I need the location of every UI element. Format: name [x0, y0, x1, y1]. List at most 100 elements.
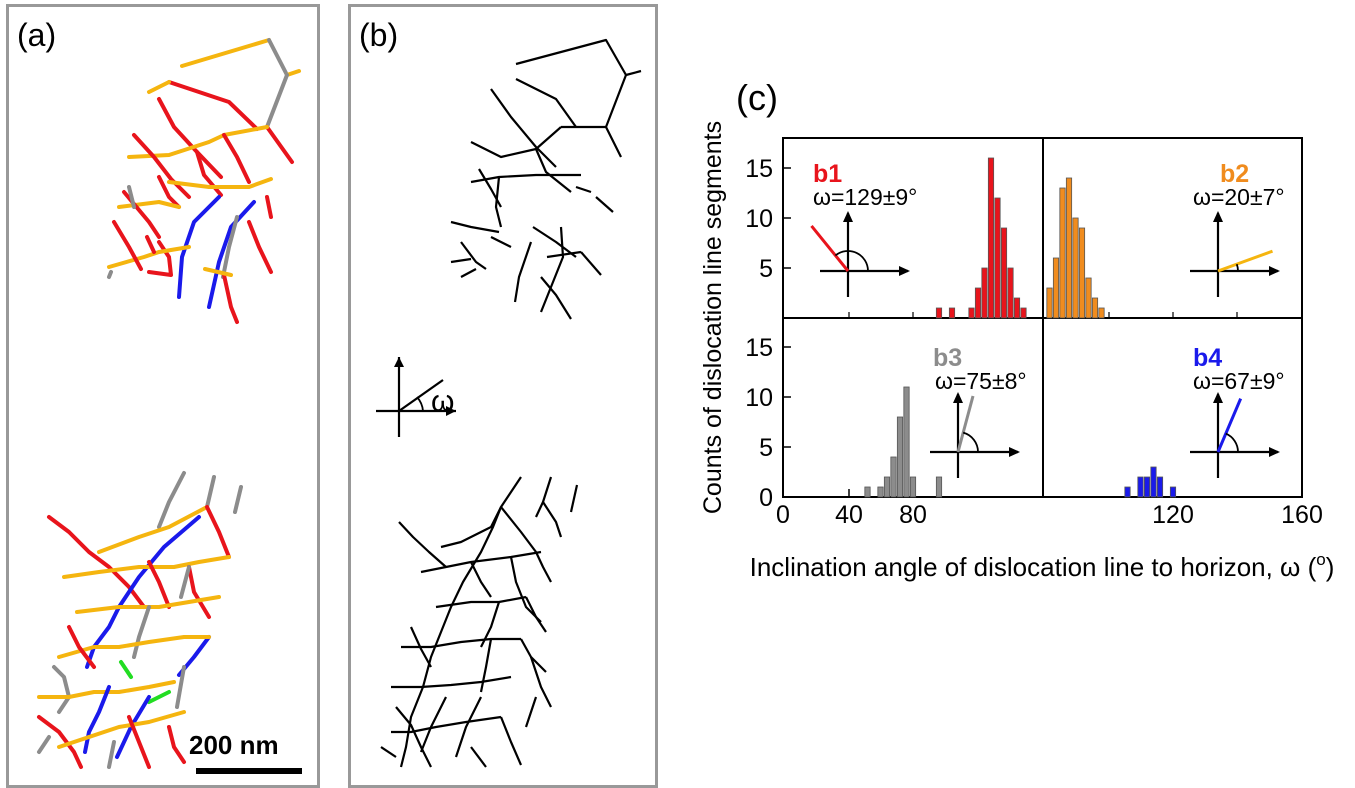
chart-frame — [782, 137, 1303, 498]
dislocation-segment-b2 — [285, 69, 301, 77]
bar-b3 — [890, 456, 897, 498]
dislocation-segment-b2 — [180, 38, 271, 68]
dislocation-segment-b2 — [203, 267, 233, 277]
inset-y-arrowhead — [843, 211, 853, 222]
dislocation-trace — [479, 638, 493, 693]
dislocation-trace — [509, 556, 542, 623]
dislocation-segment-b2 — [147, 80, 171, 94]
dislocation-trace — [470, 746, 487, 768]
dislocation-segment-b1 — [205, 505, 231, 559]
y-axis-title: Counts of dislocation line segments — [699, 121, 727, 514]
dislocation-segment-b3 — [107, 740, 116, 769]
inset-y-arrowhead — [1213, 211, 1223, 222]
inset-angle-arc — [1235, 263, 1239, 272]
dislocation-segment-b1 — [247, 220, 273, 274]
dislocation-segment-b1 — [167, 725, 186, 764]
inset-angle-arc — [1225, 432, 1239, 453]
dislocation-segment-b1 — [37, 715, 83, 769]
dislocation-segment-b3 — [52, 665, 71, 714]
bar-b1 — [987, 157, 995, 319]
dislocation-trace — [391, 675, 512, 689]
dislocation-trace — [500, 506, 552, 583]
y-tick-label: 10 — [745, 384, 773, 412]
bar-b1 — [1020, 307, 1027, 319]
subplot-label-b1: b1 — [813, 160, 842, 188]
dislocation-segment-b2 — [127, 133, 226, 159]
dislocation-trace — [490, 236, 512, 248]
dislocation-trace — [470, 126, 562, 159]
bar-b3 — [864, 486, 871, 498]
omega-symbol: ω — [431, 385, 454, 418]
dislocation-segment-b3 — [157, 471, 186, 529]
inset-dislocation-line-b2 — [1217, 249, 1274, 273]
dislocation-trace — [529, 656, 552, 708]
inset-y-arrowhead — [1213, 392, 1223, 403]
dislocation-segment-b3 — [265, 73, 289, 129]
dislocation-trace — [575, 185, 592, 194]
dislocation-segment-other — [119, 660, 133, 679]
dislocation-trace — [515, 78, 577, 128]
x-tick-label: 80 — [899, 501, 927, 529]
dislocation-trace — [460, 268, 477, 278]
dislocation-segment-b3 — [175, 665, 186, 709]
dislocation-segment-b2 — [57, 635, 211, 659]
omega-angle-arc — [416, 396, 424, 412]
dislocation-trace — [604, 74, 628, 158]
bar-b2 — [1046, 287, 1053, 319]
dislocation-trace — [524, 696, 538, 728]
dislocation-segment-b1 — [167, 80, 259, 131]
dislocation-segment-other — [147, 690, 171, 704]
y-tick-label: 0 — [759, 484, 773, 512]
inset-x-arrowhead — [1009, 447, 1020, 457]
omega-y-arrowhead — [394, 357, 404, 367]
scale-bar-label: 200 nm — [189, 730, 279, 760]
bar-b4 — [1143, 476, 1151, 498]
omega-annotation-b4: ω=67±9° — [1193, 368, 1285, 394]
x-axis-title-degree: o — [1316, 550, 1325, 569]
bar-b4 — [1156, 476, 1164, 498]
bar-b3 — [896, 416, 904, 498]
panel-c-label: (c) — [736, 77, 778, 118]
scale-bar — [196, 768, 302, 774]
panel-a-dislocation-map: (a) 200 nm — [6, 4, 320, 788]
x-axis-title: Inclination angle of dislocation line to… — [750, 550, 1335, 582]
dislocation-segment-b1 — [122, 190, 161, 239]
dislocation-trace — [460, 241, 487, 270]
dislocation-segment-b1 — [187, 565, 211, 619]
dislocation-segment-b3 — [205, 475, 216, 509]
dislocation-trace — [540, 276, 572, 320]
bar-b1 — [981, 267, 988, 319]
inset-y-arrowhead — [953, 392, 963, 403]
y-tick-label: 5 — [759, 255, 773, 283]
dislocation-trace — [435, 595, 527, 609]
dislocation-trace — [515, 38, 642, 77]
dislocation-segment-b1 — [265, 125, 294, 164]
dislocation-trace — [534, 148, 572, 193]
dislocation-trace — [391, 715, 502, 734]
dislocation-segment-b1 — [132, 133, 191, 199]
inset-angle-arc — [834, 250, 869, 272]
dislocation-segment-b4 — [207, 200, 256, 309]
dislocation-network-colored — [37, 38, 301, 769]
dislocation-trace — [499, 716, 523, 766]
dislocation-trace — [470, 561, 492, 598]
dislocation-segment-b2 — [75, 595, 221, 614]
dislocation-trace — [395, 706, 432, 768]
bar-b2 — [1072, 217, 1079, 319]
x-tick-label: 160 — [1281, 501, 1323, 529]
dislocation-segment-b1 — [145, 235, 156, 254]
panel-b-label: (b) — [359, 17, 399, 53]
dislocation-segment-b4 — [83, 685, 111, 754]
omega-annotation-b3: ω=75±8° — [935, 368, 1027, 394]
bar-b2 — [1078, 227, 1086, 319]
dislocation-trace — [454, 696, 482, 758]
dislocation-trace — [409, 626, 432, 668]
bar-b1 — [935, 307, 943, 319]
dislocation-trace — [595, 196, 614, 213]
dislocation-trace — [569, 484, 579, 513]
y-tick-label: 15 — [745, 155, 773, 183]
dislocation-network-black: ω — [376, 38, 642, 768]
dislocation-segment-b3 — [179, 565, 191, 599]
dislocation-segment-b2 — [57, 735, 91, 749]
dislocation-segment-b1 — [147, 560, 171, 609]
